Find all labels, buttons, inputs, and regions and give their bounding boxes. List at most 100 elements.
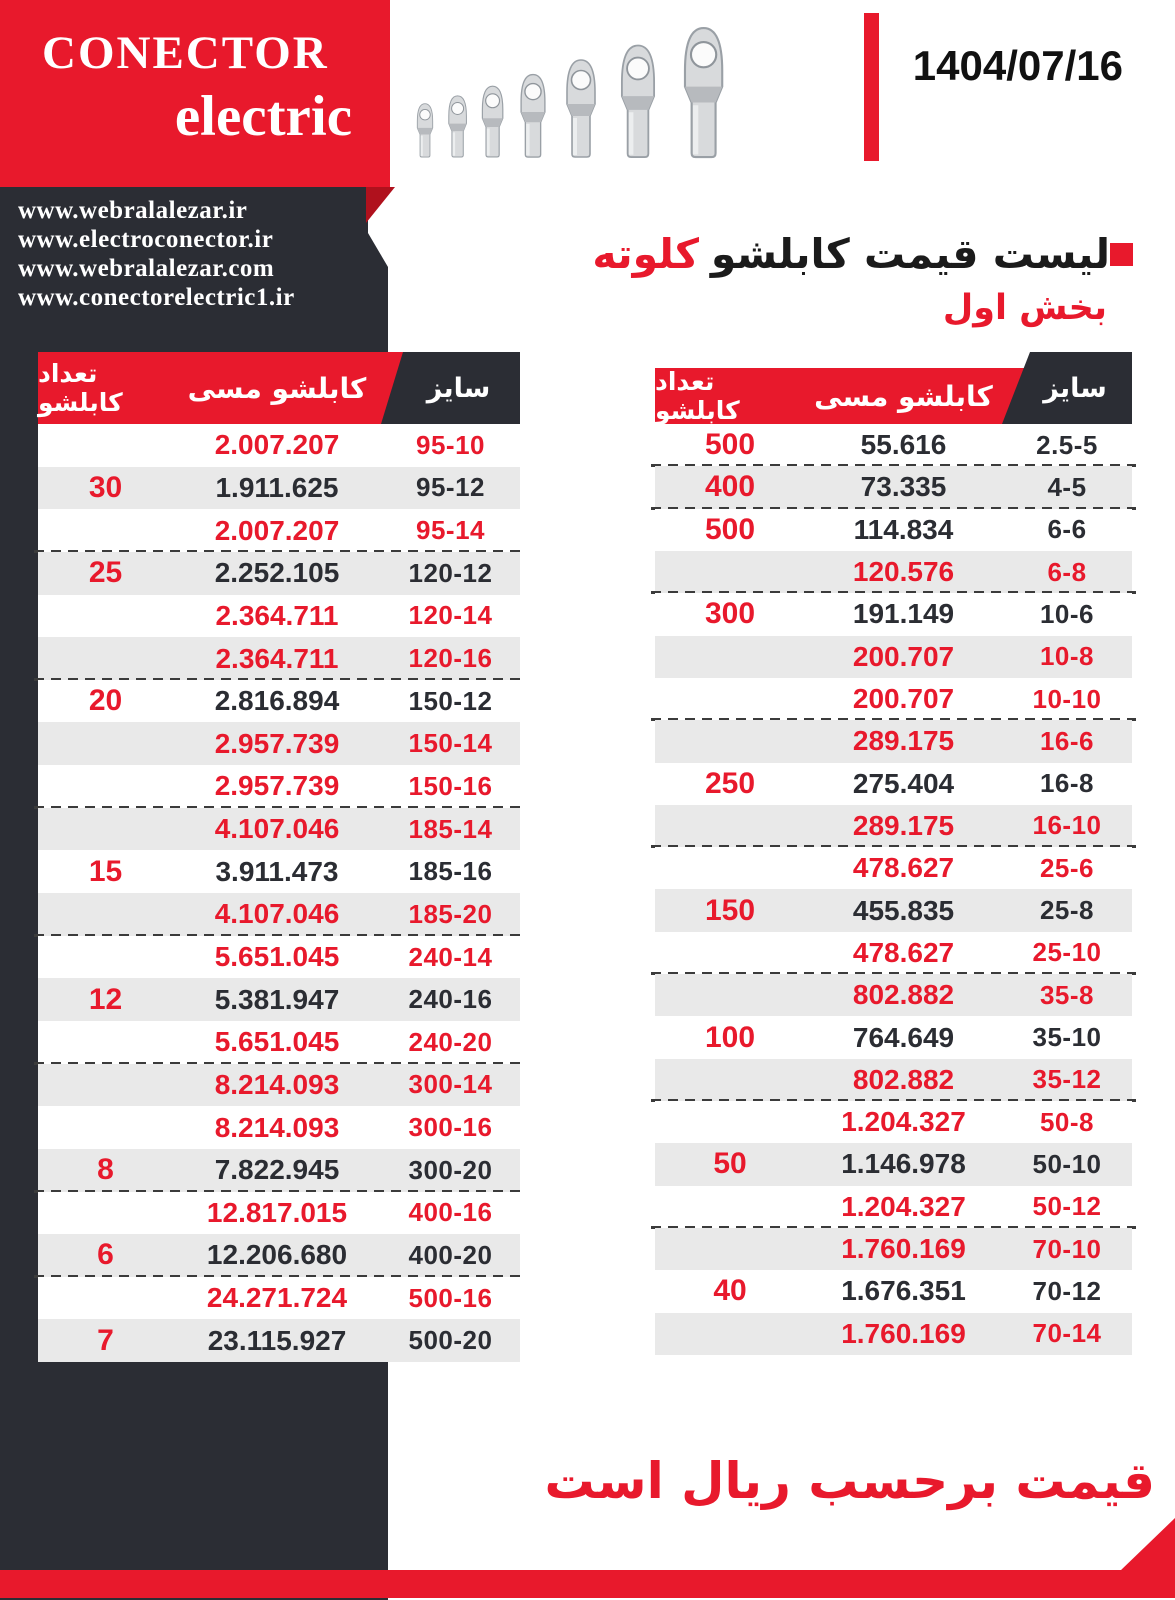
price-cell: 2.007.207 bbox=[214, 429, 340, 461]
table-row: 40 1.676.351 70-12 bbox=[655, 1270, 1132, 1313]
table-header: تعداد کابلشو کابلشو مسی سایز bbox=[38, 352, 520, 424]
price-cell: 2.364.711 bbox=[215, 642, 339, 674]
quantity-cell: 250 bbox=[704, 766, 756, 800]
table-row: 200.707 10-8 bbox=[655, 635, 1132, 678]
price-cell: 2.957.739 bbox=[214, 770, 340, 802]
price-cell: 802.882 bbox=[852, 1063, 955, 1095]
size-cell: 25-8 bbox=[1039, 895, 1095, 926]
table-row: 20 2.816.894 150-12 bbox=[38, 679, 520, 723]
size-cell: 70-10 bbox=[1032, 1233, 1102, 1264]
size-cell: 10-10 bbox=[1032, 683, 1102, 714]
size-cell: 25-6 bbox=[1039, 852, 1095, 883]
size-cell: 300-16 bbox=[408, 1112, 493, 1143]
table-row: 2.957.739 150-14 bbox=[38, 722, 520, 766]
price-cell: 2.957.739 bbox=[214, 727, 340, 759]
price-cell: 200.707 bbox=[852, 683, 955, 715]
size-cell: 400-20 bbox=[408, 1239, 493, 1270]
table-row: 1.760.169 70-14 bbox=[655, 1312, 1132, 1355]
quantity-cell: 12 bbox=[88, 982, 123, 1016]
price-cell: 1.204.327 bbox=[841, 1106, 966, 1138]
price-cell: 289.175 bbox=[852, 725, 955, 757]
price-cell: 1.204.327 bbox=[841, 1190, 966, 1222]
quantity-cell: 400 bbox=[704, 470, 756, 504]
size-cell: 240-20 bbox=[408, 1026, 493, 1057]
price-cell: 120.576 bbox=[852, 556, 955, 588]
table-row: 12.817.015 400-16 bbox=[38, 1191, 520, 1235]
table-row: 300 191.149 10-6 bbox=[655, 593, 1132, 636]
table-row: 500 55.616 2.5-5 bbox=[651, 424, 1136, 468]
size-cell: 50-8 bbox=[1039, 1106, 1095, 1137]
quantity-cell: 300 bbox=[704, 597, 756, 631]
price-unit-note: قیمت برحسب ریال است bbox=[544, 1452, 1156, 1510]
size-cell: 120-12 bbox=[408, 557, 493, 588]
website-list: www.webralalezar.ir www.electroconector.i… bbox=[18, 196, 295, 312]
size-cell: 150-12 bbox=[408, 685, 493, 716]
logo-ribbon-fold bbox=[366, 187, 395, 223]
table-row: 500 114.834 6-6 bbox=[655, 508, 1132, 551]
price-cell: 455.835 bbox=[852, 894, 955, 926]
size-cell: 240-14 bbox=[408, 941, 493, 972]
price-cell: 4.107.046 bbox=[214, 898, 340, 930]
table-row: 1.760.169 70-10 bbox=[655, 1227, 1132, 1271]
price-table-left: تعداد کابلشو کابلشو مسی سایز 2.007.207 95… bbox=[34, 352, 524, 1363]
price-cell: 3.911.473 bbox=[215, 855, 339, 887]
date: 1404/07/16 bbox=[912, 42, 1123, 89]
size-cell: 25-10 bbox=[1032, 937, 1102, 968]
table-row: 289.175 16-10 bbox=[651, 804, 1136, 849]
table-row: 7 23.115.927 500-20 bbox=[38, 1319, 520, 1363]
size-cell: 70-12 bbox=[1032, 1275, 1102, 1306]
footer-red-band bbox=[0, 1570, 1175, 1598]
price-table-right: تعداد کابلشو کابلشو مسی سایز 500 55.616 2.… bbox=[651, 352, 1136, 1355]
date-accent-bar bbox=[864, 13, 879, 161]
size-cell: 6-8 bbox=[1047, 556, 1087, 587]
table-row: 400 73.335 4-5 bbox=[651, 466, 1136, 510]
price-cell: 7.822.945 bbox=[214, 1154, 340, 1186]
size-cell: 35-12 bbox=[1032, 1064, 1102, 1095]
price-cell: 8.214.093 bbox=[214, 1111, 340, 1143]
size-cell: 300-20 bbox=[408, 1154, 493, 1185]
table-row: 2.007.207 95-10 bbox=[38, 424, 520, 467]
table-row: 4.107.046 185-20 bbox=[34, 893, 524, 937]
price-cell: 4.107.046 bbox=[214, 813, 340, 845]
size-cell: 50-12 bbox=[1032, 1191, 1102, 1222]
table-row: 478.627 25-6 bbox=[655, 847, 1132, 890]
size-cell: 95-12 bbox=[416, 472, 485, 503]
size-cell: 120-14 bbox=[408, 600, 493, 631]
size-cell: 300-14 bbox=[408, 1069, 493, 1100]
price-cell: 1.911.625 bbox=[215, 471, 339, 503]
website-url: www.webralalezar.ir bbox=[18, 197, 248, 224]
price-cell: 200.707 bbox=[852, 640, 955, 672]
price-cell: 1.676.351 bbox=[841, 1275, 966, 1307]
brand-name-line2: electric bbox=[174, 85, 352, 148]
price-cell: 114.834 bbox=[853, 513, 954, 545]
price-cell: 12.206.680 bbox=[206, 1239, 348, 1271]
table-row: 802.882 35-12 bbox=[651, 1058, 1136, 1103]
size-cell: 120-16 bbox=[408, 643, 493, 674]
price-cell: 191.149 bbox=[852, 598, 955, 630]
table-row: 150 455.835 25-8 bbox=[655, 889, 1132, 932]
table-row: 2.364.711 120-16 bbox=[34, 637, 524, 681]
size-cell: 70-14 bbox=[1032, 1318, 1102, 1349]
price-cell: 478.627 bbox=[852, 936, 955, 968]
table-row: 802.882 35-8 bbox=[655, 974, 1132, 1017]
size-cell: 2.5-5 bbox=[1036, 429, 1098, 460]
size-cell: 16-6 bbox=[1039, 725, 1095, 756]
price-cell: 2.252.105 bbox=[214, 557, 340, 589]
price-cell: 764.649 bbox=[852, 1021, 955, 1053]
price-cell: 24.271.724 bbox=[206, 1282, 348, 1314]
price-cell: 55.616 bbox=[860, 429, 947, 461]
size-cell: 95-14 bbox=[416, 515, 485, 546]
table-row: 1.204.327 50-8 bbox=[655, 1101, 1132, 1144]
price-cell: 2.364.711 bbox=[215, 599, 339, 631]
table-row: 8.214.093 300-16 bbox=[38, 1106, 520, 1149]
price-cell: 1.146.978 bbox=[841, 1148, 966, 1180]
size-cell: 240-16 bbox=[408, 984, 493, 1015]
size-cell: 185-16 bbox=[408, 856, 493, 887]
price-cell: 23.115.927 bbox=[207, 1324, 347, 1356]
price-cell: 5.381.947 bbox=[214, 983, 340, 1015]
table-row: 15 3.911.473 185-16 bbox=[38, 850, 520, 894]
size-cell: 4-5 bbox=[1047, 471, 1087, 502]
website-url: www.electroconector.ir bbox=[18, 226, 274, 253]
table-row: 100 764.649 35-10 bbox=[655, 1016, 1132, 1059]
